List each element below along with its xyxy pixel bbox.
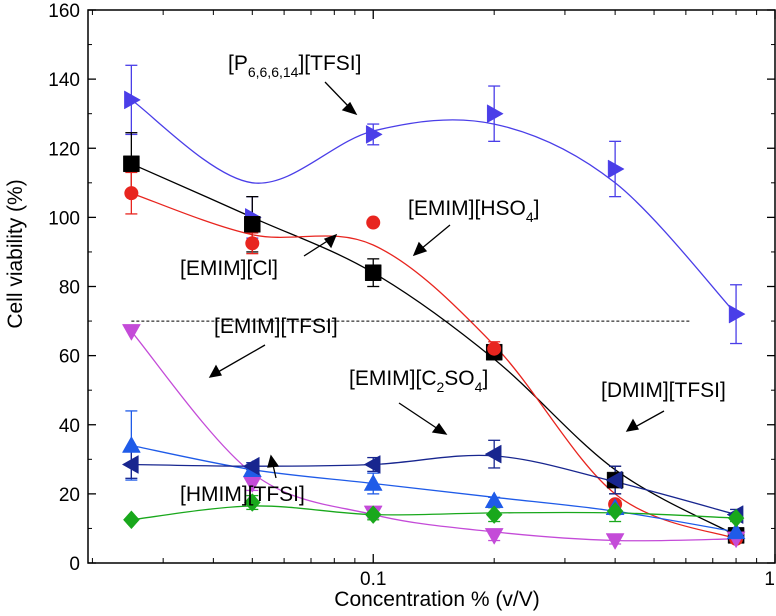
y-tick-label: 160 (48, 1, 80, 22)
data-point (486, 104, 504, 124)
annotation-subscript: 2 (437, 379, 445, 395)
arrow-head (431, 422, 448, 435)
annotation-label-mid: SO (444, 367, 474, 390)
arrow-hmim (272, 464, 277, 479)
annotation-label-tail: ][TFSI] (298, 52, 361, 75)
arrow-emim-tfsi (217, 344, 266, 373)
x-tick-label: 0.1 (360, 569, 386, 590)
annotation-arrows (208, 81, 665, 479)
data-point (485, 505, 503, 524)
y-tick-label: 120 (48, 139, 80, 160)
data-point (364, 505, 382, 524)
annotation-label-tail: ] (534, 197, 540, 220)
fit-curve (131, 505, 737, 521)
annotation-label: [P (228, 52, 248, 75)
annotation-label: [EMIM][HSO (408, 197, 526, 220)
annotation-emim-tfsi: [EMIM][TFSI] (214, 315, 338, 338)
data-point (605, 533, 625, 551)
data-markers (121, 90, 746, 551)
data-point (123, 155, 140, 173)
x-axis-title: Concentration % (v/V) (334, 588, 539, 611)
data-point (484, 528, 504, 545)
arrow-dmim (634, 410, 665, 428)
data-point (366, 215, 381, 230)
data-point (243, 493, 261, 512)
arrow-head (625, 418, 640, 432)
arrow-head (323, 233, 338, 249)
y-tick-label: 40 (59, 416, 80, 437)
data-point (121, 324, 141, 341)
annotation-label: [DMIM][TFSI] (601, 379, 726, 402)
data-point (363, 473, 383, 491)
arrow-p66614 (324, 81, 351, 109)
annotation-label: [EMIM][Cl] (180, 257, 278, 280)
y-tick-label: 60 (59, 347, 80, 368)
arrow-c2so4 (398, 402, 439, 430)
arrow-head (341, 101, 358, 116)
y-tick-label: 100 (48, 208, 80, 229)
data-point (487, 341, 502, 356)
data-point (123, 510, 140, 530)
data-point (242, 456, 260, 476)
arrow-head (412, 241, 428, 257)
data-point (726, 522, 746, 540)
annotation-emim-hso4: [EMIM][HSO4] (408, 197, 539, 225)
error-bars (125, 64, 743, 545)
data-point (365, 124, 383, 144)
annotation-label-tail: ] (482, 367, 488, 390)
arrow-hso4 (420, 224, 451, 250)
data-point (245, 236, 260, 251)
svg-text:[P6,6,6,14][TFSI]: [P6,6,6,14][TFSI] (228, 52, 361, 80)
annotation-emim-c2so4: [EMIM][C2SO4] (349, 367, 488, 395)
data-point (607, 159, 625, 179)
x-tick-label: 1 (764, 569, 775, 590)
annotation-label: [EMIM][C (349, 367, 437, 390)
data-point (124, 90, 141, 110)
annotation-subscript: 6,6,6,14 (248, 64, 299, 80)
axis-ticks (88, 9, 776, 564)
data-point (121, 435, 141, 453)
fit-curve (131, 163, 737, 536)
arrow-head (208, 364, 223, 378)
annotation-subscript-2: 4 (475, 379, 483, 395)
svg-text:[EMIM][C2SO4]: [EMIM][C2SO4] (349, 367, 488, 395)
data-point (364, 264, 382, 281)
annotation-label: [EMIM][TFSI] (214, 315, 338, 338)
data-point (121, 455, 139, 474)
annotation-subscript: 4 (526, 209, 534, 225)
annotation-emim-cl: [EMIM][Cl] (180, 257, 278, 280)
y-tick-label: 0 (69, 554, 80, 575)
data-point (727, 508, 745, 528)
y-tick-label: 80 (59, 278, 80, 299)
y-tick-label: 20 (59, 485, 80, 506)
axis-tick-labels: 0 20 40 60 80 100 120 140 160 0.1 1 (48, 1, 775, 590)
data-point (605, 470, 623, 490)
arrow-head (267, 454, 280, 468)
annotation-dmim-tfsi: [DMIM][TFSI] (601, 379, 726, 402)
data-point (124, 186, 139, 201)
data-point (728, 304, 746, 324)
y-tick-label: 140 (48, 70, 80, 91)
svg-text:[EMIM][HSO4]: [EMIM][HSO4] (408, 197, 539, 225)
data-point (484, 444, 502, 464)
annotation-hmim-tfsi: [HMIM][TFSI] (180, 483, 305, 506)
plot-frame (87, 9, 776, 564)
fit-curve (131, 99, 737, 315)
annotation-p66614-tfsi: [P6,6,6,14][TFSI] (228, 52, 361, 80)
fit-curve (131, 192, 737, 540)
y-axis-title: Cell viability (%) (4, 179, 27, 328)
arrow-cl (303, 239, 330, 257)
data-point (363, 455, 381, 474)
annotation-label: [HMIM][TFSI] (180, 483, 305, 506)
data-point (244, 216, 261, 233)
fit-curve (130, 330, 737, 542)
data-point (606, 501, 624, 521)
